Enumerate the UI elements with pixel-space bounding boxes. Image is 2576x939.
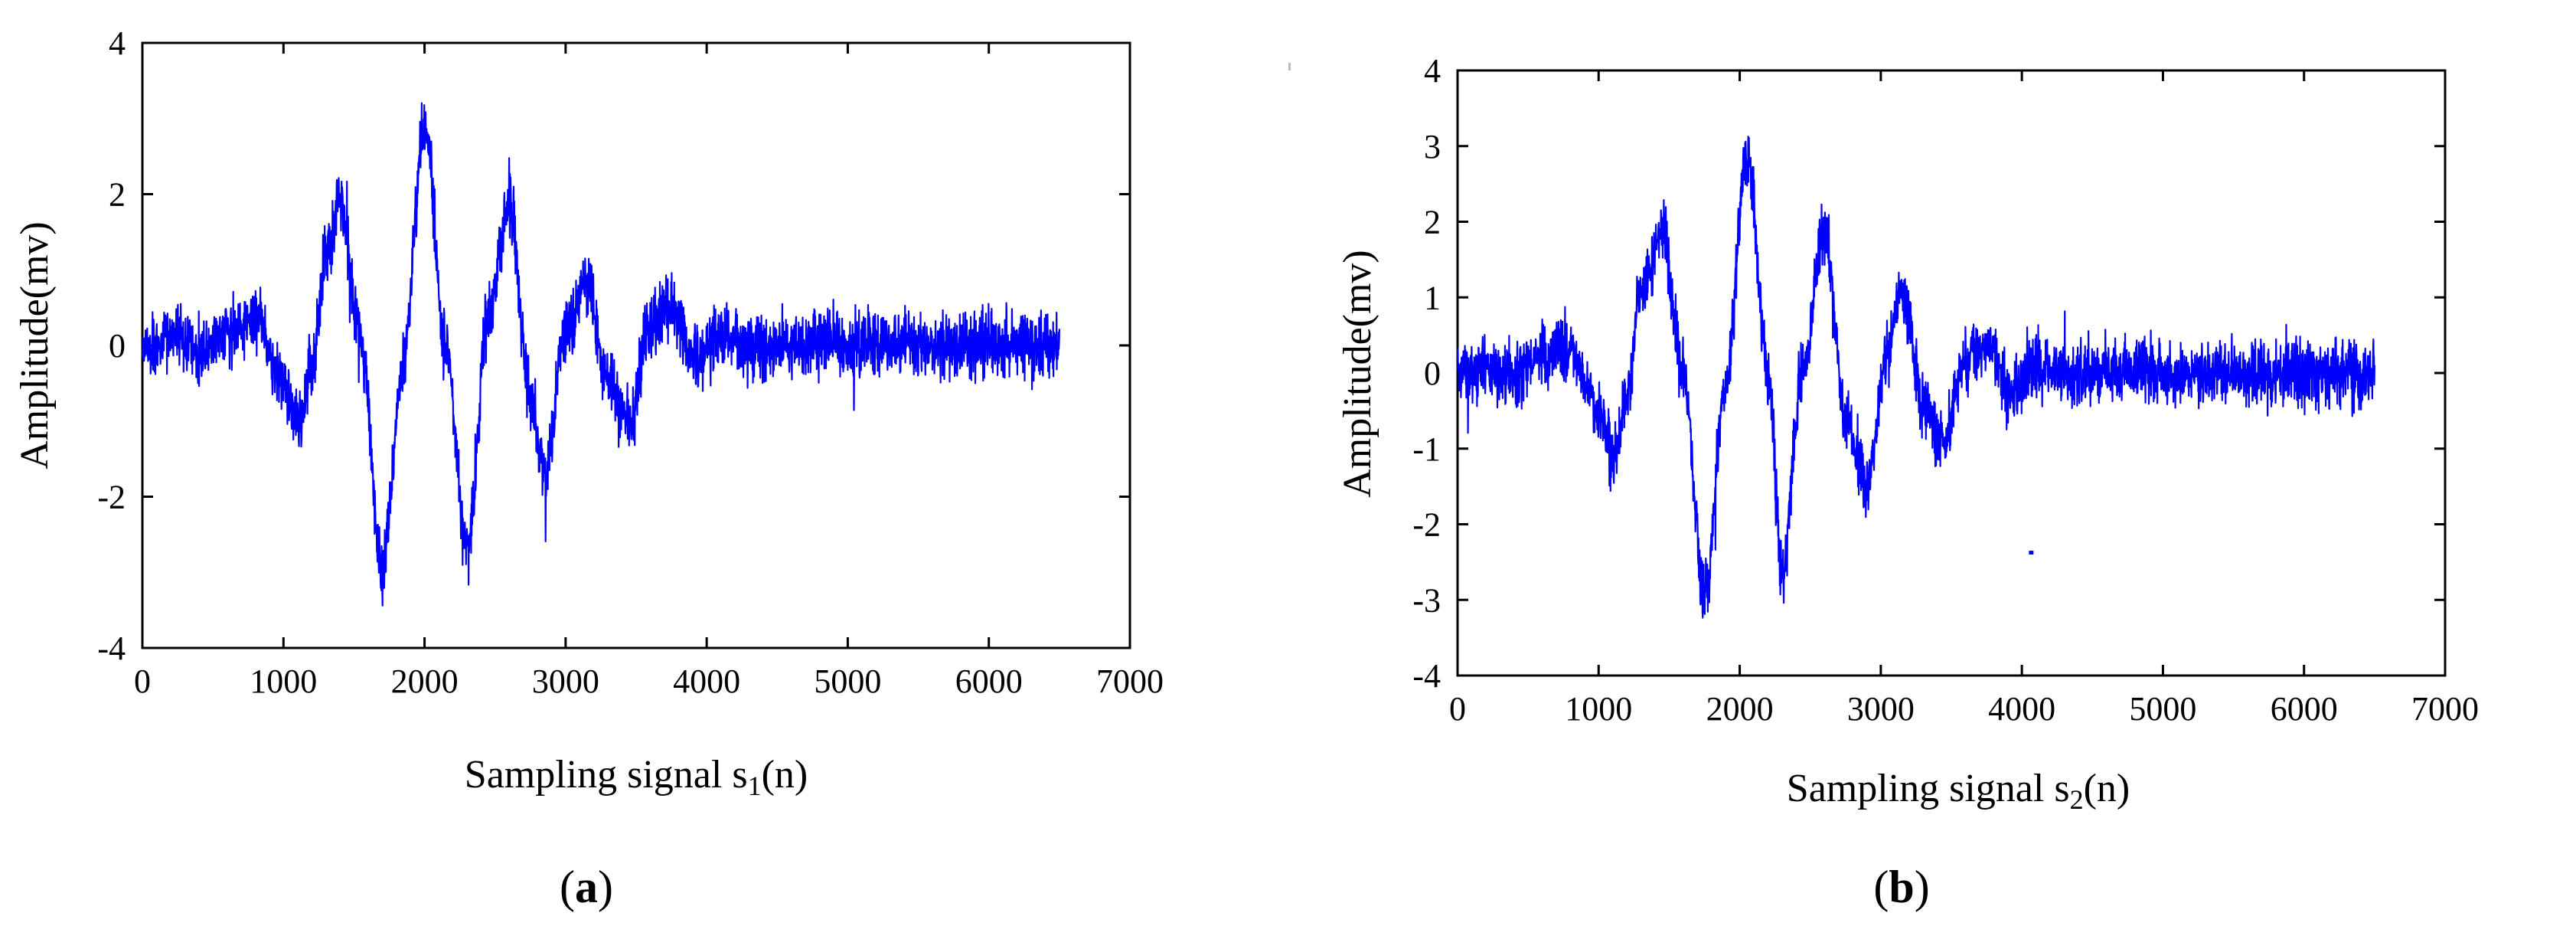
y-tick-label: 2 (109, 176, 126, 214)
x-tick-label: 0 (1449, 690, 1466, 728)
panel-letter: a (575, 862, 598, 912)
y-tick-label: -3 (1412, 581, 1441, 619)
y-axis-ticks: -4 -3 -2 -1 0 1 2 3 4 (1412, 52, 2445, 695)
y-tick-label: 0 (109, 327, 126, 365)
x-tick-label: 2000 (1706, 690, 1774, 728)
x-tick-label: 7000 (2411, 690, 2479, 728)
panel-letter: b (1889, 862, 1914, 912)
y-tick-label: 2 (1424, 204, 1441, 241)
y-tick-label: 0 (1424, 355, 1441, 392)
stray-data-point (2029, 551, 2034, 555)
x-tick-label: 2000 (391, 663, 459, 700)
panel-label-a: (a) (560, 862, 613, 912)
y-tick-label: -2 (1412, 506, 1441, 544)
y-tick-label: 4 (109, 25, 126, 62)
x-tick-label: 6000 (955, 663, 1023, 700)
x-axis-ticks: 0 1000 2000 3000 4000 5000 6000 7000 (134, 43, 1164, 700)
x-tick-label: 1000 (1565, 690, 1632, 728)
x-axis-label: Sampling signal s2(n) (1787, 767, 2130, 815)
x-axis-label: Sampling signal s1(n) (465, 753, 808, 801)
y-tick-label: 4 (1424, 52, 1441, 90)
x-tick-label: 1000 (250, 663, 317, 700)
decorative-mark (1288, 63, 1291, 70)
x-axis-label-suffix: (n) (762, 753, 808, 797)
chart-panel-a: -4 -2 0 2 4 0 1000 2000 3000 4000 5000 6000 7000 Am… (13, 25, 1164, 912)
x-axis-label-main: Sampling signal s (465, 753, 748, 797)
y-tick-label: -1 (1412, 430, 1441, 468)
x-tick-label: 5000 (2129, 690, 2196, 728)
panel-label-b: (b) (1873, 862, 1929, 912)
y-axis-label: Amplitude(mv) (1336, 250, 1379, 498)
y-tick-label: -4 (1412, 657, 1441, 695)
y-axis-ticks: -4 -2 0 2 4 (97, 25, 1130, 667)
y-axis-label: Amplitude(mv) (13, 221, 57, 470)
x-axis-label-subscript: 1 (748, 771, 762, 801)
chart-panel-b: -4 -3 -2 -1 0 1 2 3 4 0 1000 2000 3000 4000 5000 6000 7… (1336, 52, 2479, 912)
x-axis-ticks: 0 1000 2000 3000 4000 5000 6000 7000 (1449, 70, 2479, 728)
x-tick-label: 6000 (2271, 690, 2338, 728)
x-tick-label: 4000 (673, 663, 740, 700)
x-axis-label-subscript: 2 (2070, 784, 2084, 815)
x-tick-label: 5000 (814, 663, 881, 700)
signal-line (141, 102, 1060, 607)
x-axis-label-suffix: (n) (2084, 767, 2130, 810)
y-tick-label: -2 (97, 479, 126, 516)
y-tick-label: 3 (1424, 128, 1441, 165)
x-tick-label: 3000 (1847, 690, 1915, 728)
y-tick-label: 1 (1424, 279, 1441, 316)
x-tick-label: 7000 (1096, 663, 1164, 700)
x-axis-label-main: Sampling signal s (1787, 767, 2070, 810)
x-tick-label: 0 (134, 663, 151, 700)
signal-line (1456, 136, 2375, 619)
x-tick-label: 4000 (1988, 690, 2055, 728)
y-tick-label: -4 (97, 630, 126, 667)
x-tick-label: 3000 (532, 663, 599, 700)
